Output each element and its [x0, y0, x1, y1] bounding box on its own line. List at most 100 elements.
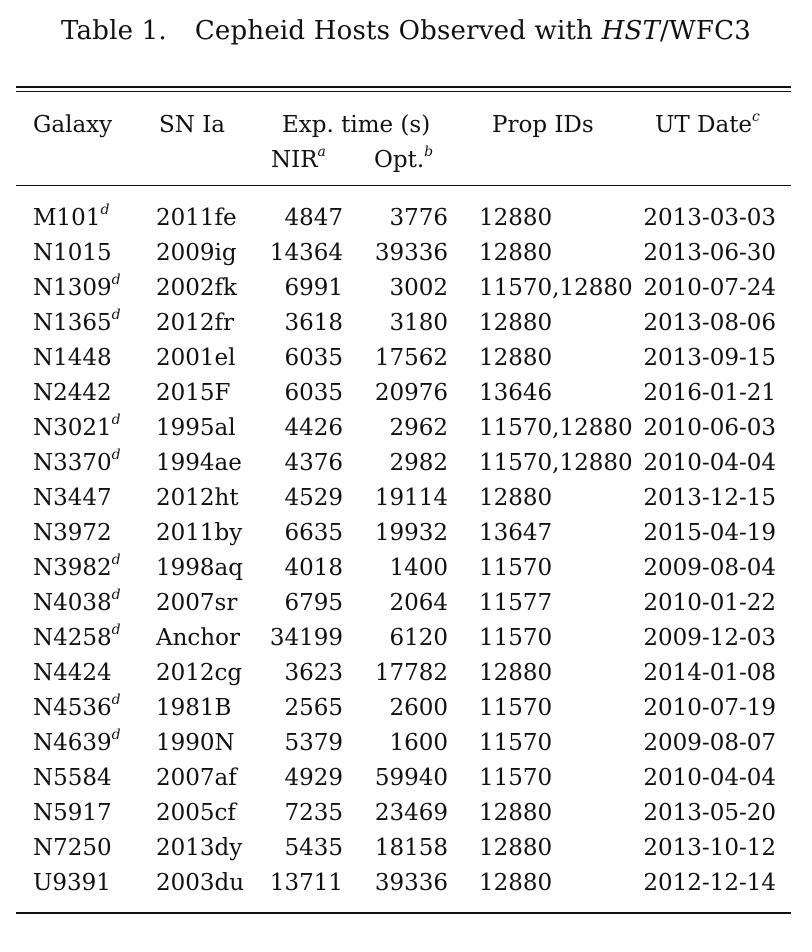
cell-propids-text: 12880 [479, 835, 553, 861]
cell-date: 2013-06-30 [643, 240, 776, 266]
cell-galaxy: M101d [33, 202, 109, 231]
cell-opt: 19114 [375, 485, 448, 511]
cell-galaxy: N7250 [33, 835, 112, 861]
cell-nir-text: 5379 [284, 730, 343, 756]
cell-date-text: 2010-01-22 [643, 590, 776, 616]
cell-galaxy-text: N4424 [33, 660, 112, 686]
cell-opt-text: 3776 [389, 205, 448, 231]
cell-date-text: 2013-12-15 [643, 485, 776, 511]
cell-date-text: 2016-01-21 [643, 380, 776, 406]
cell-propids-text: 12880 [479, 240, 553, 266]
cell-date-text: 2013-06-30 [643, 240, 776, 266]
cell-sn: Anchor [156, 625, 240, 651]
cell-galaxy-note: d [111, 727, 121, 743]
cell-date-text: 2013-09-15 [643, 345, 776, 371]
cell-propids: 12880 [479, 835, 552, 861]
table-row: N3447 2012ht 4529 19114 12880 2013-12-15 [0, 485, 812, 520]
cell-date-text: 2010-04-04 [643, 450, 776, 476]
cell-opt: 2600 [389, 695, 448, 721]
cell-propids: 12880 [479, 485, 552, 511]
cell-opt-text: 2982 [389, 450, 448, 476]
cell-nir-text: 4376 [284, 450, 343, 476]
header-nir-label: NIR [271, 147, 318, 173]
cell-propids: 12880 [479, 800, 552, 826]
cell-galaxy: N4038d [33, 587, 121, 616]
cell-nir: 3623 [284, 660, 343, 686]
cell-sn: 1990N [156, 730, 235, 756]
cell-nir: 4018 [284, 555, 343, 581]
cell-galaxy-text: N4258 [33, 625, 112, 651]
cell-sn: 2013dy [156, 835, 242, 861]
cell-date-text: 2013-05-20 [643, 800, 776, 826]
cell-sn: 2012cg [156, 660, 242, 686]
cell-galaxy: N4639d [33, 727, 121, 756]
cell-opt-text: 17782 [374, 660, 448, 686]
cell-nir-text: 34199 [269, 625, 343, 651]
cell-opt-text: 59940 [374, 765, 448, 791]
cell-nir: 34199 [270, 625, 343, 651]
header-nir-note: a [317, 144, 326, 160]
cell-sn: 2007sr [156, 590, 237, 616]
header-opt-label: Opt. [374, 147, 425, 173]
cell-nir: 6035 [284, 380, 343, 406]
cell-opt-text: 23469 [374, 800, 448, 826]
cell-propids: 11570 [479, 695, 552, 721]
cell-opt: 3180 [389, 310, 448, 336]
cell-propids: 12880 [479, 205, 552, 231]
cell-galaxy-note: d [111, 412, 121, 428]
cell-propids-text: 12880 [479, 205, 553, 231]
table-row: N4258d Anchor 34199 6120 11570 2009-12-03 [0, 622, 812, 660]
cell-galaxy: N1448 [33, 345, 112, 371]
cell-galaxy: N4536d [33, 692, 121, 721]
cell-nir: 7235 [284, 800, 343, 826]
cell-nir-text: 6795 [284, 590, 343, 616]
cell-galaxy-text: N4639 [33, 730, 112, 756]
cell-date: 2012-12-14 [643, 870, 776, 896]
cell-galaxy-text: N3982 [33, 555, 112, 581]
cell-nir-text: 3618 [284, 310, 343, 336]
cell-opt-text: 3180 [389, 310, 448, 336]
cell-propids-text: 11570 [479, 555, 553, 581]
table-row: N1309d 2002fk 6991 3002 11570,12880 2010-07-2… [0, 272, 812, 310]
table-row: N2442 2015F 6035 20976 13646 2016-01-21 [0, 380, 812, 415]
cell-opt: 18158 [375, 835, 448, 861]
cell-date: 2013-10-12 [643, 835, 776, 861]
cell-date: 2016-01-21 [643, 380, 776, 406]
caption-label: Table 1. [61, 16, 167, 46]
cell-propids: 12880 [479, 870, 552, 896]
cell-nir-text: 6035 [284, 380, 343, 406]
cell-nir: 4929 [284, 765, 343, 791]
cell-sn: 2012ht [156, 485, 239, 511]
cell-nir-text: 13711 [269, 870, 343, 896]
cell-opt: 2064 [389, 590, 448, 616]
cell-sn: 2007af [156, 765, 237, 791]
top-rule [16, 86, 791, 88]
cell-propids: 11570,12880 [479, 415, 633, 441]
cell-nir: 5435 [284, 835, 343, 861]
table-row: N5917 2005cf 7235 23469 12880 2013-05-20 [0, 800, 812, 835]
cell-propids-text: 11570,12880 [479, 415, 633, 441]
cell-propids: 12880 [479, 240, 552, 266]
cell-nir-text: 7235 [284, 800, 343, 826]
cell-sn-text: 2011fe [156, 205, 237, 231]
cell-propids-text: 11570,12880 [479, 275, 633, 301]
cell-nir-text: 4529 [284, 485, 343, 511]
cell-propids-text: 12880 [479, 870, 553, 896]
cell-opt-text: 17562 [374, 345, 448, 371]
cell-date: 2015-04-19 [643, 520, 776, 546]
cell-propids: 11570 [479, 765, 552, 791]
cell-opt: 3776 [389, 205, 448, 231]
cell-propids-text: 12880 [479, 485, 553, 511]
caption-instrument: HST [601, 16, 661, 46]
top-rule-inner [16, 91, 791, 92]
cell-opt-text: 18158 [374, 835, 448, 861]
table-row: N4424 2012cg 3623 17782 12880 2014-01-08 [0, 660, 812, 695]
cell-opt: 59940 [375, 765, 448, 791]
cell-galaxy-note: d [111, 692, 121, 708]
cell-sn-text: 2007sr [156, 590, 238, 616]
caption-text-after: /WFC3 [660, 16, 751, 46]
cell-sn-text: 1994ae [156, 450, 242, 476]
table-row: N3370d 1994ae 4376 2982 11570,12880 2010-04-0… [0, 447, 812, 485]
header-galaxy: Galaxy [33, 112, 113, 138]
cell-nir: 13711 [270, 870, 343, 896]
